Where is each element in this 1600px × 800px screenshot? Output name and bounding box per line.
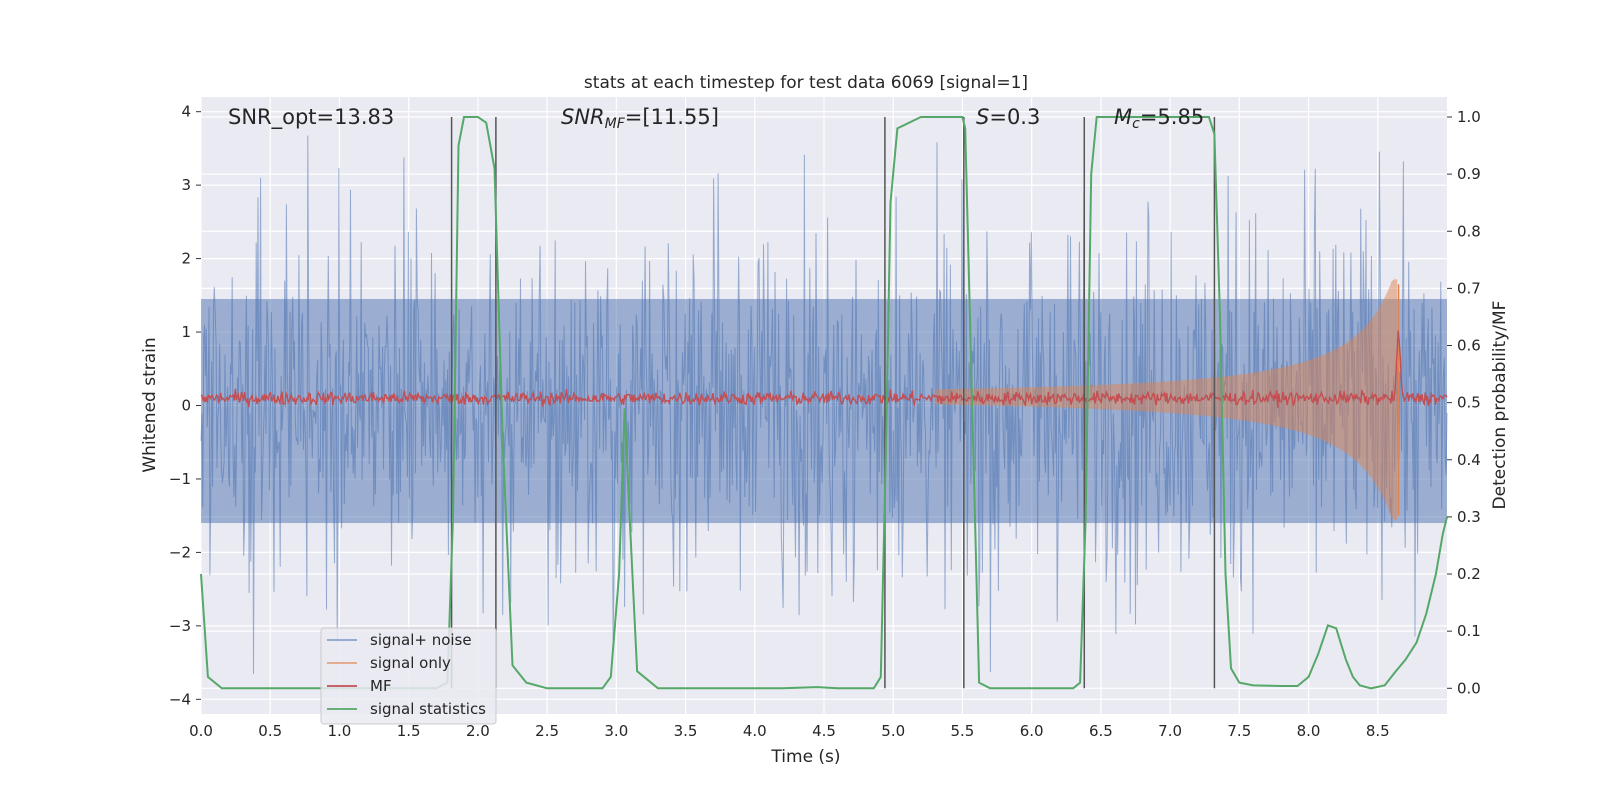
series-signal-statistics: [200, 116, 1448, 690]
y-right-tick-label: 0.5: [1457, 394, 1481, 412]
annotation-snr-mf: SNRMF=[11.55]: [561, 105, 719, 132]
signal-noise-line: [200, 135, 1448, 674]
y-right-tick-label: 0.6: [1457, 337, 1481, 355]
annotation-s-rest: =0.3: [989, 105, 1040, 129]
x-tick-label: 3.0: [604, 722, 628, 740]
x-tick-label: 4.0: [743, 722, 767, 740]
legend-label: MF: [370, 677, 392, 695]
y-tick-label: −3: [169, 617, 191, 635]
x-tick-label: 0.5: [258, 722, 282, 740]
x-tick-label: 3.5: [674, 722, 698, 740]
y-right-tick-label: 0.3: [1457, 508, 1481, 526]
x-axis-ticks: 0.0 0.5 1.0 1.5 2.0 2.5 3.0 3.5 4.0 4.5 5.0 5.5 6.0 6…: [189, 722, 1390, 740]
legend-label: signal+ noise: [370, 631, 472, 649]
x-tick-label: 5.0: [881, 722, 905, 740]
y-axis-label: Whitened strain: [140, 337, 160, 472]
x-tick-label: 4.5: [812, 722, 836, 740]
legend-box: [320, 627, 497, 725]
y-right-tick-label: 0.9: [1457, 165, 1481, 183]
annotation-mc-base: M: [1114, 105, 1132, 129]
x-tick-label: 7.5: [1227, 722, 1251, 740]
y-tick-label: 4: [181, 103, 191, 121]
legend: signal+ noise signal only MF signal stat…: [320, 627, 497, 725]
annotation-mc: Mc=5.85: [1114, 105, 1204, 132]
x-tick-label: 1.5: [397, 722, 421, 740]
x-tick-label: 0.0: [189, 722, 213, 740]
y-tick-label: −4: [169, 690, 191, 708]
y-tick-label: −1: [169, 470, 191, 488]
annotation-s-base: S: [976, 105, 989, 129]
signal-statistics-line: [200, 116, 1448, 690]
y-right-tick-label: 1.0: [1457, 108, 1481, 126]
y-right-tick-label: 0.8: [1457, 222, 1481, 240]
annotation-snr-opt: SNR_opt=13.83: [228, 105, 394, 130]
annotation-snr-mf-sub: MF: [605, 116, 626, 132]
legend-entry: signal only: [327, 654, 451, 672]
legend-label: signal only: [370, 654, 451, 672]
y-right-axis-label: Detection probability/MF: [1490, 301, 1510, 510]
x-tick-label: 1.0: [328, 722, 352, 740]
y-right-tick-label: 0.4: [1457, 451, 1481, 469]
legend-entry: signal+ noise: [327, 631, 472, 649]
y-right-tick-label: 0.1: [1457, 622, 1481, 640]
y-right-tick-label: 0.7: [1457, 279, 1481, 297]
y-right-tick-label: 0.0: [1457, 679, 1481, 697]
vertical-markers: [450, 116, 1216, 689]
x-tick-label: 8.0: [1297, 722, 1321, 740]
x-tick-label: 2.5: [535, 722, 559, 740]
x-tick-label: 6.5: [1089, 722, 1113, 740]
annotation-snr-mf-rest: =[11.55]: [625, 105, 719, 129]
y-tick-label: 0: [181, 397, 191, 415]
x-tick-label: 7.0: [1158, 722, 1182, 740]
y-right-axis-ticks: 1.0 0.9 0.8 0.7 0.6 0.5 0.4 0.3 0.2 0.1 0.0: [1447, 108, 1481, 697]
legend-entry: MF: [327, 677, 392, 695]
x-tick-label: 5.5: [951, 722, 975, 740]
annotation-s: S=0.3: [976, 105, 1040, 129]
chart-title: stats at each timestep for test data 606…: [584, 73, 1028, 93]
annotation-snr-mf-base: SNR: [561, 105, 605, 129]
legend-entry: signal statistics: [327, 700, 486, 718]
x-tick-label: 6.0: [1020, 722, 1044, 740]
y-tick-label: 1: [181, 323, 191, 341]
x-tick-label: 8.5: [1366, 722, 1390, 740]
legend-label: signal statistics: [370, 700, 486, 718]
y-tick-label: 2: [181, 250, 191, 268]
annotation-mc-sub: c: [1132, 116, 1140, 132]
y-tick-label: 3: [181, 176, 191, 194]
x-axis-label: Time (s): [770, 747, 840, 767]
mf-line: [200, 330, 1448, 409]
y-axis-ticks: 4 3 2 1 0 −1 −2 −3 −4: [169, 103, 201, 708]
y-right-tick-label: 0.2: [1457, 565, 1481, 583]
y-tick-label: −2: [169, 543, 191, 561]
series-mf: [200, 330, 1448, 409]
annotation-mc-rest: =5.85: [1140, 105, 1204, 129]
x-tick-label: 2.0: [466, 722, 490, 740]
